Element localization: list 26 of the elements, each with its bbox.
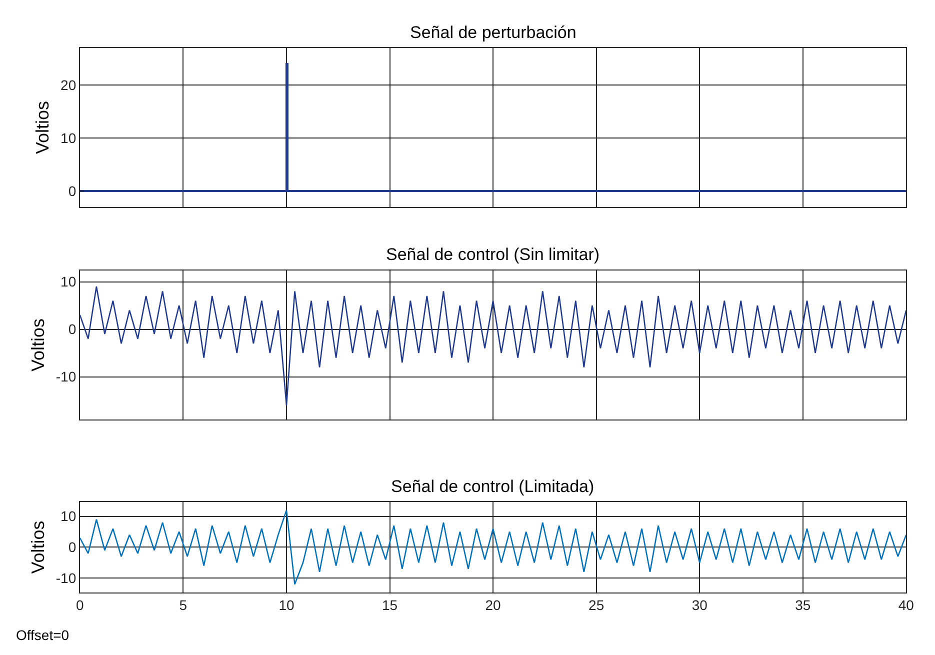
- x-tick-label: 25: [588, 597, 604, 614]
- y-tick-label: 20: [60, 77, 76, 94]
- y-tick-label: 10: [60, 130, 76, 146]
- x-tick-label: 20: [485, 597, 502, 614]
- y-tick-label: 0: [68, 539, 76, 556]
- y-tick-label: 10: [60, 508, 76, 524]
- x-tick-label: 35: [795, 597, 811, 614]
- line-series: [80, 286, 906, 406]
- y-axis-title: Voltios: [28, 318, 48, 372]
- chart-title: Señal de control (Sin limitar): [386, 245, 600, 264]
- x-tick-label: 10: [278, 597, 294, 614]
- y-axis-title: Voltios: [32, 100, 53, 154]
- chart-title: Señal de perturbación: [410, 23, 576, 42]
- x-tick-label: 5: [179, 597, 188, 614]
- x-tick-label: 40: [898, 597, 914, 614]
- y-tick-label: -10: [56, 570, 76, 586]
- x-tick-label: 15: [382, 597, 398, 614]
- line-series: [80, 510, 906, 585]
- y-axis-title: Voltios: [28, 520, 48, 574]
- text: Offset=0: [16, 627, 70, 643]
- y-tick-label: 0: [68, 321, 76, 338]
- chart-title: Señal de control (Limitada): [391, 477, 594, 496]
- y-tick-label: 0: [68, 182, 76, 199]
- y-tick-label: 10: [60, 274, 76, 290]
- y-tick-label: -10: [56, 368, 76, 385]
- x-tick-label: 30: [692, 597, 708, 614]
